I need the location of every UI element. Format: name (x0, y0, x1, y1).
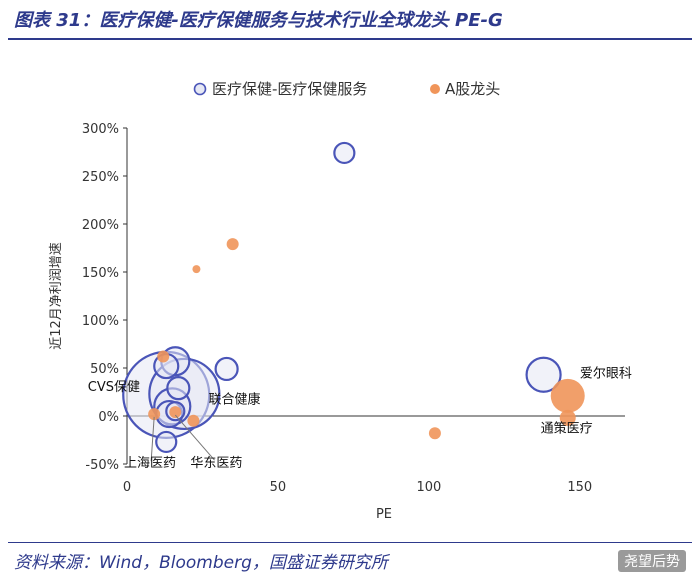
x-axis-title: PE (376, 507, 392, 522)
scatter-chart: -50% 0% 50% 100% 150% 200% 250% 300% 0 50 100 150 PE… (49, 80, 632, 522)
figure-title: 图表 31：医疗保健-医疗保健服务与技术行业全球龙头 PE-G (14, 10, 503, 31)
data-point-bubble (214, 356, 239, 382)
y-tick-label: 0% (98, 410, 119, 425)
data-point-bubble (333, 141, 356, 165)
x-tick-label: 150 (567, 480, 592, 495)
data-point-bubble (155, 430, 178, 454)
point-annotation: 华东医药 (190, 456, 242, 471)
point-annotation: 联合健康 (209, 392, 261, 408)
legend-label: 医疗保健-医疗保健服务 (212, 80, 367, 98)
legend-marker-filled (430, 84, 440, 94)
y-tick-label: -50% (85, 458, 119, 473)
x-tick-label: 0 (123, 480, 131, 495)
y-tick-label: 300% (82, 122, 119, 137)
legend-marker-hollow (193, 82, 207, 96)
legend-label: A股龙头 (445, 80, 500, 98)
data-point-a-share (428, 427, 441, 440)
data-point-a-share (550, 378, 585, 413)
legend: 医疗保健-医疗保健服务 A股龙头 (193, 80, 500, 98)
data-point-a-share (148, 408, 161, 421)
point-annotation: 通策医疗 (541, 420, 593, 436)
point-annotation: CVS保健 (88, 380, 140, 395)
source-note: 资料来源：Wind，Bloomberg，国盛证券研究所 (14, 553, 388, 573)
y-axis-title: 近12月净利润增速 (49, 242, 64, 350)
point-annotation: 上海医药 (124, 456, 176, 471)
point-annotation: 爱尔眼科 (580, 367, 632, 382)
data-point-a-share (226, 238, 239, 251)
y-tick-label: 200% (82, 218, 119, 233)
data-point-a-share (187, 414, 200, 427)
leader-line (174, 414, 215, 461)
data-point-a-share (559, 409, 576, 426)
y-tick-label: 150% (82, 266, 119, 281)
x-tick-label: 100 (416, 480, 441, 495)
y-tick-label: 50% (90, 362, 119, 377)
y-tick-label: 250% (82, 170, 119, 185)
title-divider (8, 38, 692, 40)
data-point-a-share (192, 265, 201, 274)
source-divider (8, 542, 692, 543)
data-point-a-share (169, 406, 182, 419)
axes-layer: -50% 0% 50% 100% 150% 200% 250% 300% 0 50 100 150 PE… (49, 122, 625, 522)
x-tick-label: 50 (270, 480, 287, 495)
marks-layer (122, 141, 585, 454)
leader-line (150, 416, 155, 462)
data-point-bubble (166, 376, 191, 401)
watermark: 尧望后势 (618, 550, 686, 572)
data-point-a-share (157, 350, 170, 363)
y-tick-label: 100% (82, 314, 119, 329)
data-point-bubble (525, 356, 562, 393)
